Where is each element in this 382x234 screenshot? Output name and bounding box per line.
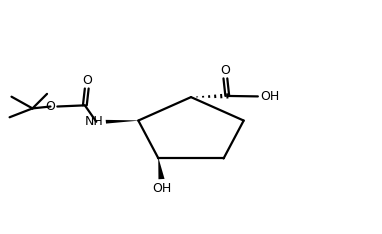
Text: O: O <box>82 74 92 87</box>
Text: NH: NH <box>85 115 104 128</box>
Text: O: O <box>45 99 55 113</box>
Text: O: O <box>220 63 230 77</box>
Text: OH: OH <box>260 90 279 103</box>
Polygon shape <box>106 120 138 124</box>
Polygon shape <box>158 158 165 179</box>
Text: OH: OH <box>152 182 171 195</box>
